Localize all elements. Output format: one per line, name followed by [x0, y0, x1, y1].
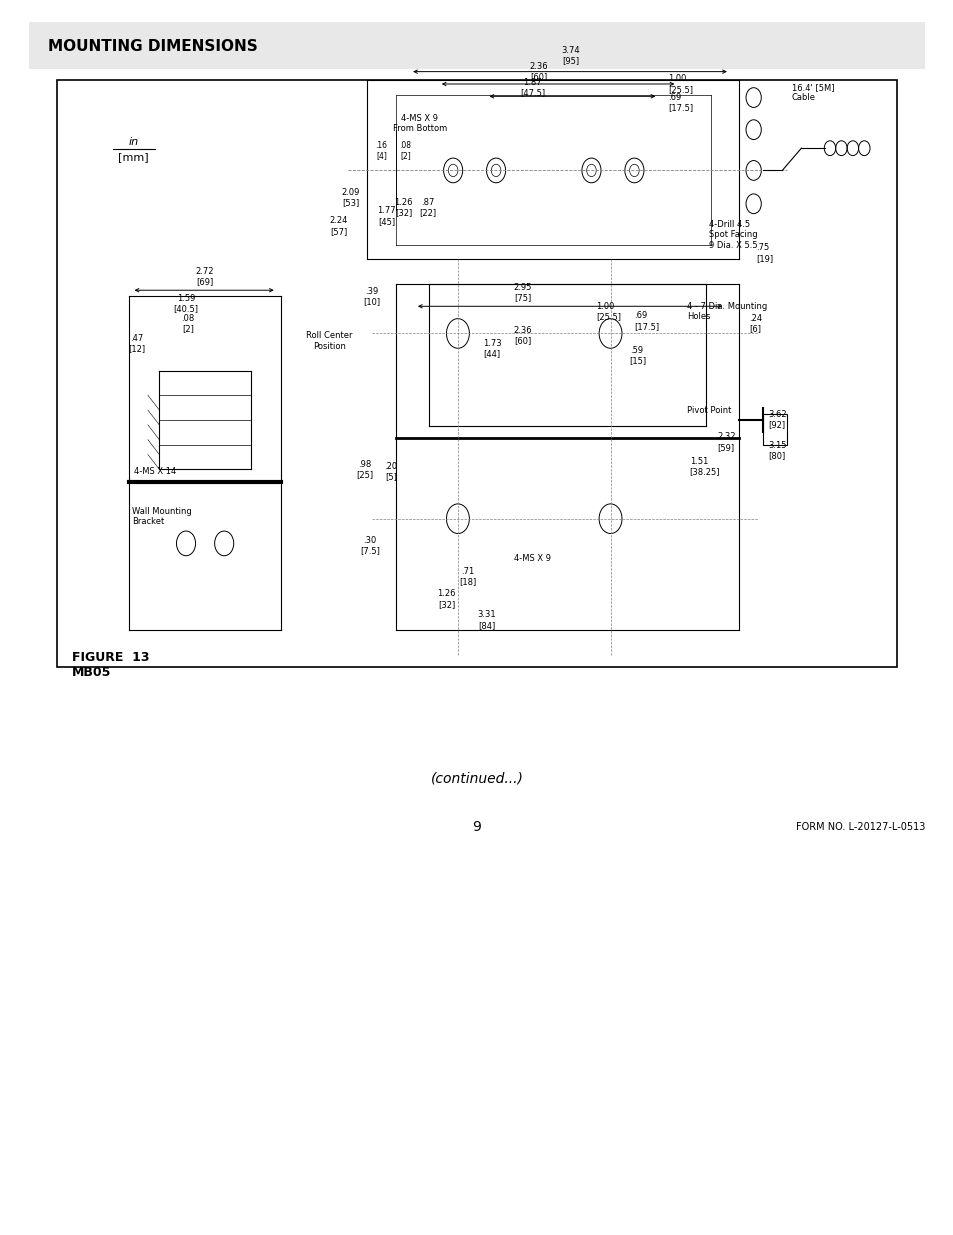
Text: [mm]: [mm]	[118, 152, 149, 162]
Text: .30
[7.5]: .30 [7.5]	[360, 536, 379, 556]
Text: (continued...): (continued...)	[430, 771, 523, 785]
Text: 2.09
[53]: 2.09 [53]	[341, 188, 360, 207]
Text: 4-MS X 9: 4-MS X 9	[514, 553, 550, 563]
Text: in: in	[129, 137, 138, 147]
Bar	[29, 22, 924, 69]
Text: MOUNTING DIMENSIONS: MOUNTING DIMENSIONS	[48, 40, 257, 54]
Text: 1.51
[38.25]: 1.51 [38.25]	[689, 457, 720, 477]
Text: FORM NO. L-20127-L-0513: FORM NO. L-20127-L-0513	[795, 823, 924, 832]
Text: .24
[6]: .24 [6]	[748, 314, 761, 333]
Text: 1.73
[44]: 1.73 [44]	[482, 338, 501, 358]
Text: 1.77
[45]: 1.77 [45]	[376, 206, 395, 226]
Text: .39
[10]: .39 [10]	[363, 287, 380, 306]
Bar	[57, 80, 896, 667]
Text: 2.24
[57]: 2.24 [57]	[329, 216, 348, 236]
Text: 2.95
[75]: 2.95 [75]	[513, 283, 532, 303]
Text: 4-MS X 14: 4-MS X 14	[133, 467, 175, 477]
Text: 3.15
[80]: 3.15 [80]	[767, 441, 785, 461]
Text: 2.36
[60]: 2.36 [60]	[529, 62, 548, 82]
Text: 1.00
[25.5]: 1.00 [25.5]	[667, 74, 692, 94]
Text: .08
[2]: .08 [2]	[399, 141, 411, 161]
Text: Pivot Point: Pivot Point	[686, 405, 731, 415]
Text: .16
[4]: .16 [4]	[375, 141, 387, 161]
Text: Wall Mounting
Bracket: Wall Mounting Bracket	[132, 506, 192, 526]
Text: 2.32
[59]: 2.32 [59]	[717, 432, 735, 452]
Text: 4-Drill 4.5
Spot Facing
9 Dia. X 5.5: 4-Drill 4.5 Spot Facing 9 Dia. X 5.5	[708, 220, 757, 249]
Text: 2.72
[69]: 2.72 [69]	[195, 267, 214, 287]
Text: .75
[19]: .75 [19]	[756, 243, 773, 263]
Text: 3.74
[95]: 3.74 [95]	[560, 46, 579, 65]
Text: .69
[17.5]: .69 [17.5]	[667, 93, 692, 112]
Text: .20
[5]: .20 [5]	[384, 462, 397, 482]
Text: .98
[25]: .98 [25]	[355, 459, 373, 479]
Bar	[762, 414, 786, 445]
Text: FIGURE  13
MB05: FIGURE 13 MB05	[71, 651, 149, 679]
Text: Roll Center
Position: Roll Center Position	[306, 331, 352, 351]
Text: .69
[17.5]: .69 [17.5]	[634, 311, 659, 331]
Text: 9: 9	[472, 820, 481, 835]
Text: 3.31
[84]: 3.31 [84]	[476, 610, 496, 630]
Text: 1.26
[32]: 1.26 [32]	[436, 589, 456, 609]
Text: 1.26
[32]: 1.26 [32]	[394, 198, 413, 217]
Text: 1.59
[40.5]: 1.59 [40.5]	[173, 294, 198, 314]
Text: 3.62
[92]: 3.62 [92]	[767, 410, 786, 430]
Text: 1.87
[47.5]: 1.87 [47.5]	[519, 78, 544, 98]
Text: 4 - 7 Dia. Mounting
Holes: 4 - 7 Dia. Mounting Holes	[686, 301, 766, 321]
Text: .47
[12]: .47 [12]	[128, 333, 145, 353]
Text: .87
[22]: .87 [22]	[418, 198, 436, 217]
Text: 4-MS X 9
From Bottom: 4-MS X 9 From Bottom	[393, 114, 446, 133]
Text: 16.4' [5M]
Cable: 16.4' [5M] Cable	[791, 83, 834, 103]
Text: .59
[15]: .59 [15]	[629, 346, 646, 366]
Text: .71
[18]: .71 [18]	[458, 567, 476, 587]
Text: 1.00
[25.5]: 1.00 [25.5]	[596, 301, 620, 321]
Text: 2.36
[60]: 2.36 [60]	[513, 326, 532, 346]
Text: .08
[2]: .08 [2]	[181, 314, 194, 333]
